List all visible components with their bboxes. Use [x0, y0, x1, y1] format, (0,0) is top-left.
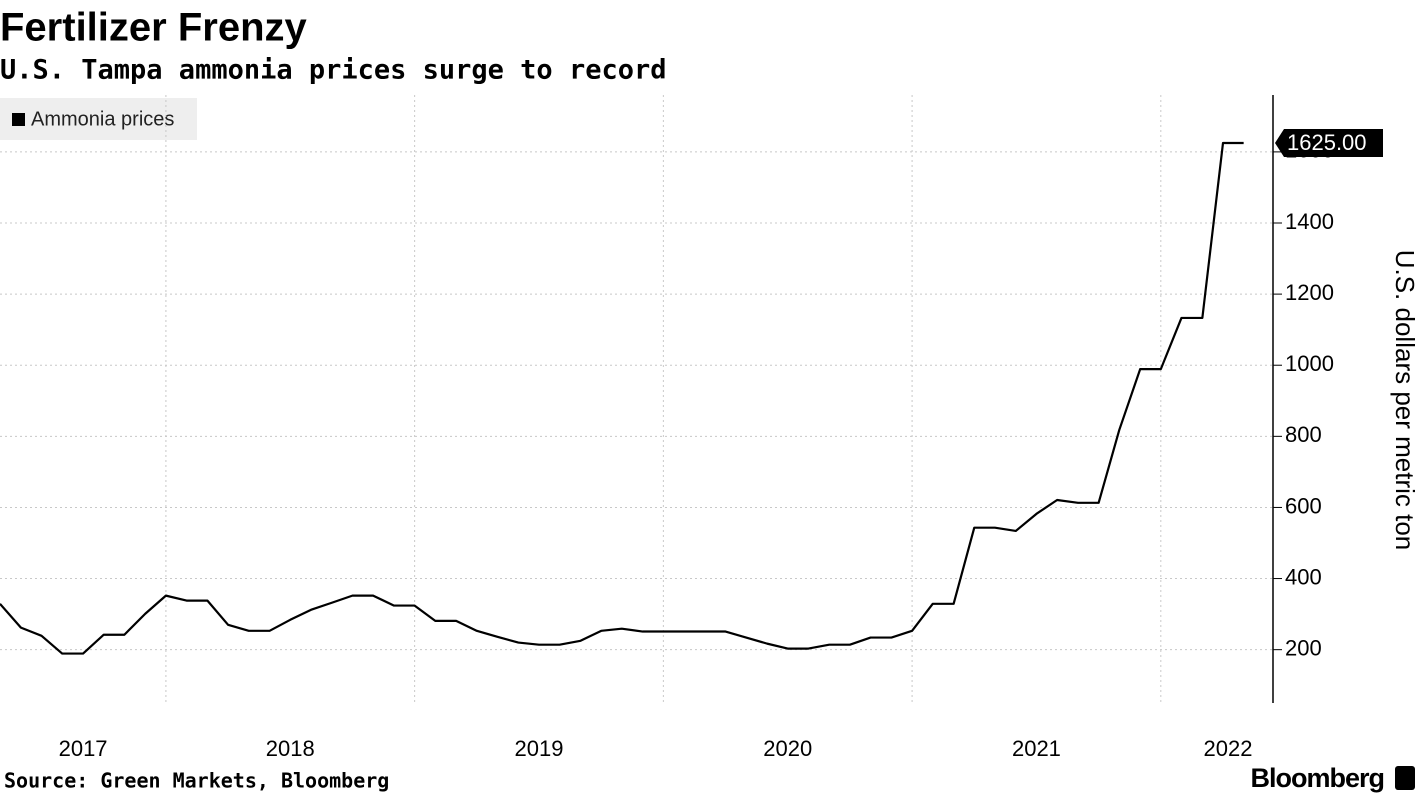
legend-swatch	[12, 113, 25, 126]
x-tick-label: 2022	[1203, 736, 1252, 761]
y-tick-label: 1200	[1285, 280, 1334, 305]
source: Source: Green Markets, Bloomberg	[4, 769, 389, 793]
y-tick-label: 600	[1285, 493, 1322, 518]
x-tick-label: 2017	[59, 736, 108, 761]
x-tick-label: 2020	[763, 736, 812, 761]
y-tick-label: 400	[1285, 564, 1322, 589]
y-tick-label: 200	[1285, 635, 1322, 660]
brand-icon	[1395, 766, 1415, 790]
x-tick-label: 2019	[515, 736, 564, 761]
y-axis-title: U.S. dollars per metric ton	[1390, 250, 1420, 551]
legend-box	[0, 98, 197, 140]
line	[0, 141, 1244, 655]
value-label: 1625.00	[1287, 130, 1367, 155]
y-tick-label: 800	[1285, 422, 1322, 447]
x-tick-label: 2018	[266, 736, 315, 761]
chart-subtitle: U.S. Tampa ammonia prices surge to recor…	[0, 55, 666, 86]
brand: Bloomberg	[1250, 763, 1384, 793]
legend-label: Ammonia prices	[31, 108, 174, 130]
value-label-tag	[1275, 129, 1383, 157]
y-tick-label: 1000	[1285, 351, 1334, 376]
x-tick-label: 2021	[1012, 736, 1061, 761]
y-tick-label: 1400	[1285, 209, 1334, 234]
chart-title: Fertilizer Frenzy	[0, 6, 308, 50]
